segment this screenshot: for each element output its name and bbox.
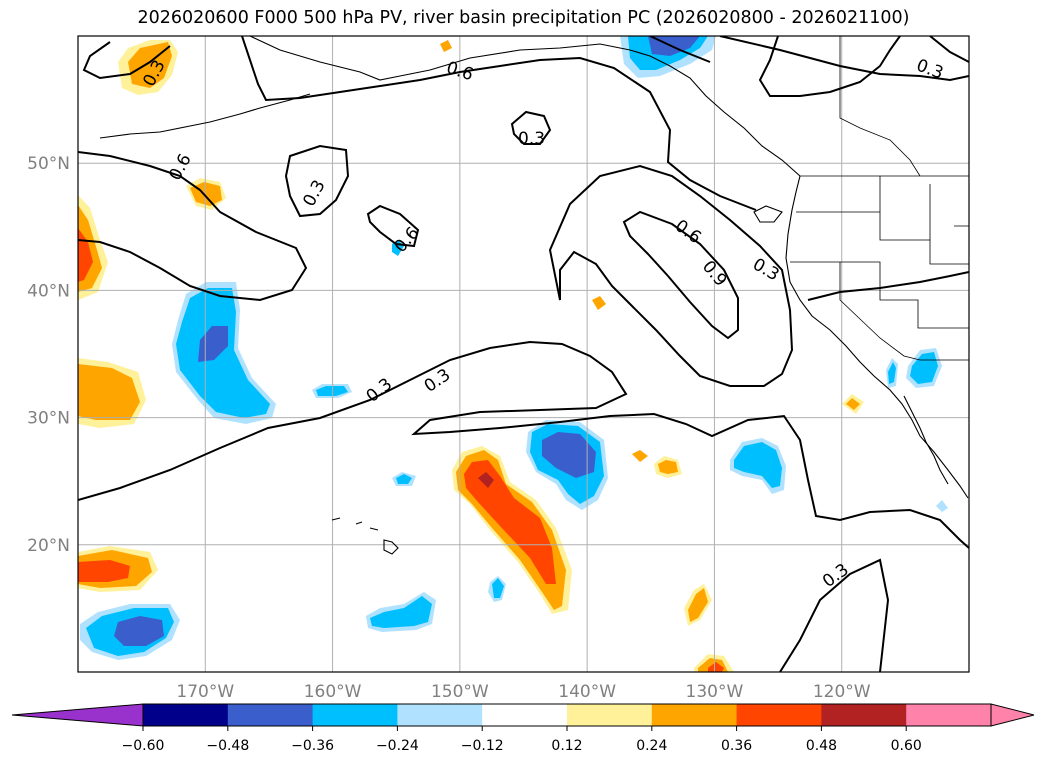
precip-blob [708, 662, 724, 672]
colorbar-extend-min [11, 703, 144, 727]
colorbar-tick-label: −0.12 [461, 738, 504, 754]
colorbar-segment [227, 704, 314, 726]
island [753, 205, 783, 223]
alaska-coast [249, 36, 801, 177]
lon-tick-label: 120°W [813, 682, 871, 702]
precip-blob [78, 228, 93, 282]
precip-blob [846, 398, 860, 410]
precip-blob [936, 500, 948, 512]
lat-tick-label: 50°N [27, 154, 70, 174]
contour-0.3-small [510, 110, 552, 145]
contour-0.6-north [82, 36, 757, 211]
pv-contours [78, 36, 969, 672]
colorbar-labels: −0.60 −0.48 −0.36 −0.24 −0.12 0.12 0.24 0.36 0.4… [122, 726, 922, 754]
precip-blob [176, 288, 270, 418]
precip-blob [316, 386, 348, 396]
precip-blob [592, 296, 606, 310]
colorbar [11, 703, 1035, 727]
precip-blob [114, 616, 164, 646]
precip-blob [478, 472, 494, 488]
precip-blob [734, 442, 782, 488]
contour-0.6 [78, 151, 308, 302]
colorbar-segment [651, 704, 738, 726]
precip-blob [658, 460, 678, 474]
colorbar-extend-max [990, 703, 1035, 727]
contour-label: 0.3 [518, 129, 545, 149]
precip-blob [888, 362, 896, 384]
precip-blob [464, 460, 556, 584]
lat-tick-label: 30°N [27, 409, 70, 429]
precip-blob [688, 588, 708, 622]
lon-tick-label: 160°W [304, 682, 362, 702]
contour-0.3-north [284, 144, 350, 218]
latitude-labels: 50°N 40°N 30°N 20°N [27, 154, 70, 556]
contour-0.3-east [929, 36, 969, 63]
colorbar-tick-label: −0.60 [122, 738, 165, 754]
colorbar-segment [821, 704, 907, 726]
aleutian-islands [99, 93, 311, 139]
precip-blob [396, 474, 412, 484]
coastlines [99, 36, 969, 555]
baja-coast [903, 395, 949, 485]
colorbar-tick-label: −0.36 [291, 738, 334, 754]
precip-blob [542, 432, 596, 478]
lon-tick-label: 140°W [558, 682, 616, 702]
north-america-coast [785, 175, 969, 499]
lon-tick-label: 150°W [431, 682, 489, 702]
lat-tick-label: 20°N [27, 536, 70, 556]
precip-blob [492, 578, 504, 598]
contour-0.3-southern [78, 340, 969, 549]
precip-blob [78, 364, 140, 420]
colorbar-segment [736, 704, 822, 726]
colorbar-tick-label: 0.12 [551, 738, 582, 754]
colorbar-segment [482, 704, 568, 726]
longitude-labels: 170°W 160°W 150°W 140°W 130°W 120°W [176, 682, 870, 702]
contour-0.3-south [779, 558, 890, 672]
colorbar-tick-label: −0.48 [206, 738, 249, 754]
colorbar-segment [567, 704, 653, 726]
colorbar-tick-label: 0.48 [806, 738, 837, 754]
contour-0.6-inner [622, 210, 739, 340]
colorbar-tick-label: −0.24 [376, 738, 419, 754]
precip-blob [632, 450, 648, 462]
contour-0.3-coast [807, 271, 969, 301]
political-borders [790, 36, 969, 361]
lon-tick-label: 170°W [176, 682, 234, 702]
precip-blob [78, 560, 130, 582]
precip-blob [440, 40, 452, 52]
map-gridlines [78, 36, 969, 672]
colorbar-tick-label: 0.24 [636, 738, 667, 754]
contour-0.6-small [366, 204, 420, 248]
contour-0.3-northeast [719, 36, 969, 82]
colorbar-segment [906, 704, 992, 726]
colorbar-tick-label: 0.36 [721, 738, 752, 754]
lat-tick-label: 40°N [27, 281, 70, 301]
colorbar-segment [143, 704, 229, 726]
contour-0.3-ridge [548, 164, 794, 387]
colorbar-segment [312, 704, 398, 726]
map-title: 2026020600 F000 500 hPa PV, river basin … [137, 8, 910, 28]
colorbar-segment [397, 704, 483, 726]
hawaii-islands [331, 517, 399, 555]
map-frame [77, 35, 970, 673]
precip-blob [370, 596, 432, 628]
colorbar-tick-label: 0.60 [891, 738, 922, 754]
contour-0.6-northeast [758, 36, 901, 97]
lon-tick-label: 130°W [686, 682, 744, 702]
